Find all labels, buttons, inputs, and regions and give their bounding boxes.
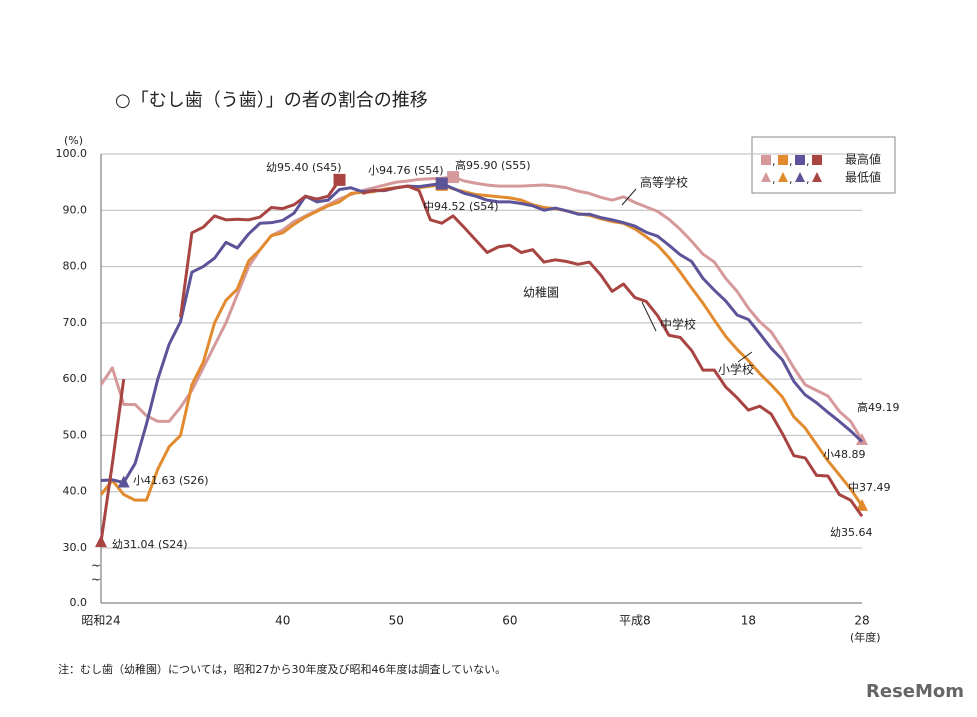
- legend-separator: ,: [789, 155, 793, 168]
- series-line: [99, 378, 126, 543]
- annotation: 幼35.64: [830, 526, 873, 539]
- annotation: 小41.63 (S26): [133, 474, 209, 487]
- y-unit: (%): [64, 134, 83, 147]
- y-tick-label: 40.0: [63, 485, 88, 498]
- y-tick-label: 30.0: [63, 541, 88, 554]
- x-tick-label: 60: [502, 614, 517, 628]
- note: 注：むし歯（幼稚園）については，昭和27から30年度及び昭和46年度は調査してい…: [58, 662, 506, 676]
- y-tick-label: 60.0: [63, 372, 88, 385]
- series-line: [179, 179, 341, 318]
- legend-marker: [778, 155, 788, 165]
- annotation: 小94.76 (S54): [368, 164, 444, 177]
- min-marker: [856, 432, 868, 445]
- x-tick-label: 18: [741, 614, 756, 628]
- max-marker: [447, 171, 460, 184]
- leader: [641, 301, 657, 332]
- series-label: 高等学校: [640, 175, 688, 190]
- legend-marker: [812, 155, 822, 165]
- legend-marker: [778, 172, 788, 182]
- series-line: [99, 183, 864, 507]
- watermark: ReseMom: [866, 681, 964, 702]
- series-line: [361, 184, 864, 518]
- legend-marker: [812, 172, 822, 182]
- series-label: 小学校: [718, 362, 754, 377]
- y-tick-label: 0.0: [70, 596, 88, 609]
- y-tick-label: 100.0: [56, 147, 88, 160]
- max-marker: [333, 173, 346, 186]
- annotation: 幼31.04 (S24): [112, 538, 188, 551]
- legend-separator: ,: [806, 155, 810, 168]
- legend-separator: ,: [772, 155, 776, 168]
- annotation: 中37.49: [848, 481, 891, 494]
- y-tick-label: 80.0: [63, 260, 88, 273]
- legend-separator: ,: [806, 173, 810, 186]
- min-marker: [95, 535, 107, 548]
- y-tick-label: 90.0: [63, 203, 88, 216]
- legend-separator: ,: [789, 173, 793, 186]
- series-line: [99, 175, 864, 441]
- max-marker: [435, 177, 448, 190]
- legend-marker: [795, 172, 805, 182]
- y-tick-label: 70.0: [63, 316, 88, 329]
- axis-break: ~: [91, 573, 101, 587]
- annotation: 小48.89: [823, 448, 866, 461]
- leader: [737, 351, 753, 363]
- legend-separator: ,: [772, 173, 776, 186]
- legend-label: 最低値: [845, 170, 881, 185]
- legend-marker: [761, 155, 771, 165]
- min-marker: [856, 498, 868, 511]
- min-marker: [117, 475, 130, 488]
- annotation: 中94.52 (S54): [423, 200, 499, 213]
- x-tick-label: 平成8: [619, 614, 651, 628]
- x-tick-label: 50: [389, 614, 404, 628]
- x-tick-label: 28: [854, 614, 869, 628]
- annotation: 高95.90 (S55): [455, 158, 531, 172]
- series-line: [100, 181, 864, 485]
- x-unit: (年度): [850, 630, 881, 644]
- axis-break: ~: [91, 559, 101, 573]
- chart-title: ○「むし歯（う歯）」の者の割合の推移: [115, 90, 428, 111]
- x-tick-label: 昭和24: [81, 614, 120, 628]
- legend-marker: [761, 172, 771, 182]
- annotation: 幼95.40 (S45): [266, 161, 342, 174]
- legend-box: [751, 136, 896, 194]
- series-label: 幼稚園: [523, 286, 559, 300]
- legend-label: 最高値: [845, 152, 881, 167]
- legend-marker: [795, 155, 805, 165]
- y-tick-label: 50.0: [63, 428, 88, 441]
- leader: [621, 188, 637, 206]
- x-tick-label: 40: [275, 614, 290, 628]
- annotation: 高49.19: [857, 400, 900, 414]
- series-label: 中学校: [660, 317, 696, 332]
